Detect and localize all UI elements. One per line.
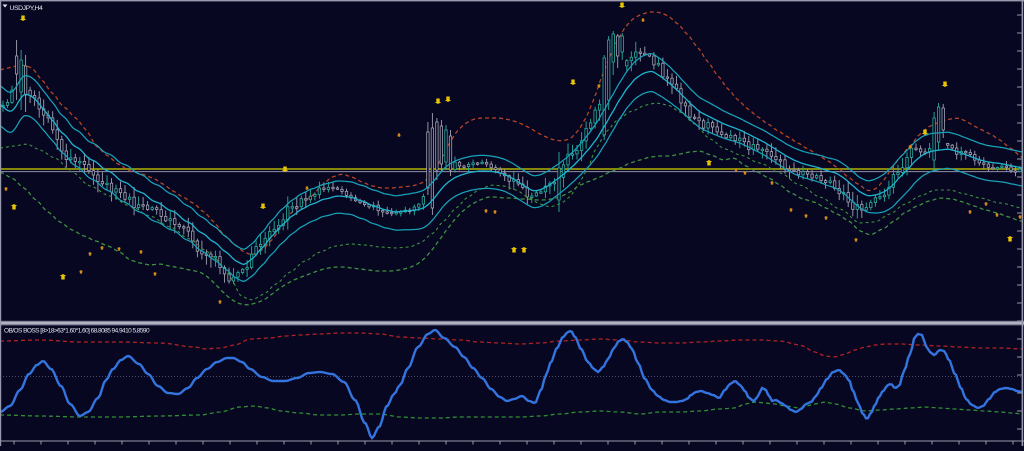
svg-text:USDJPY,H4: USDJPY,H4	[10, 5, 44, 12]
svg-text:OB/OS BOSS [8>18>63*1.60*1.60]: OB/OS BOSS [8>18>63*1.60*1.60] 68.8085 9…	[4, 328, 150, 335]
